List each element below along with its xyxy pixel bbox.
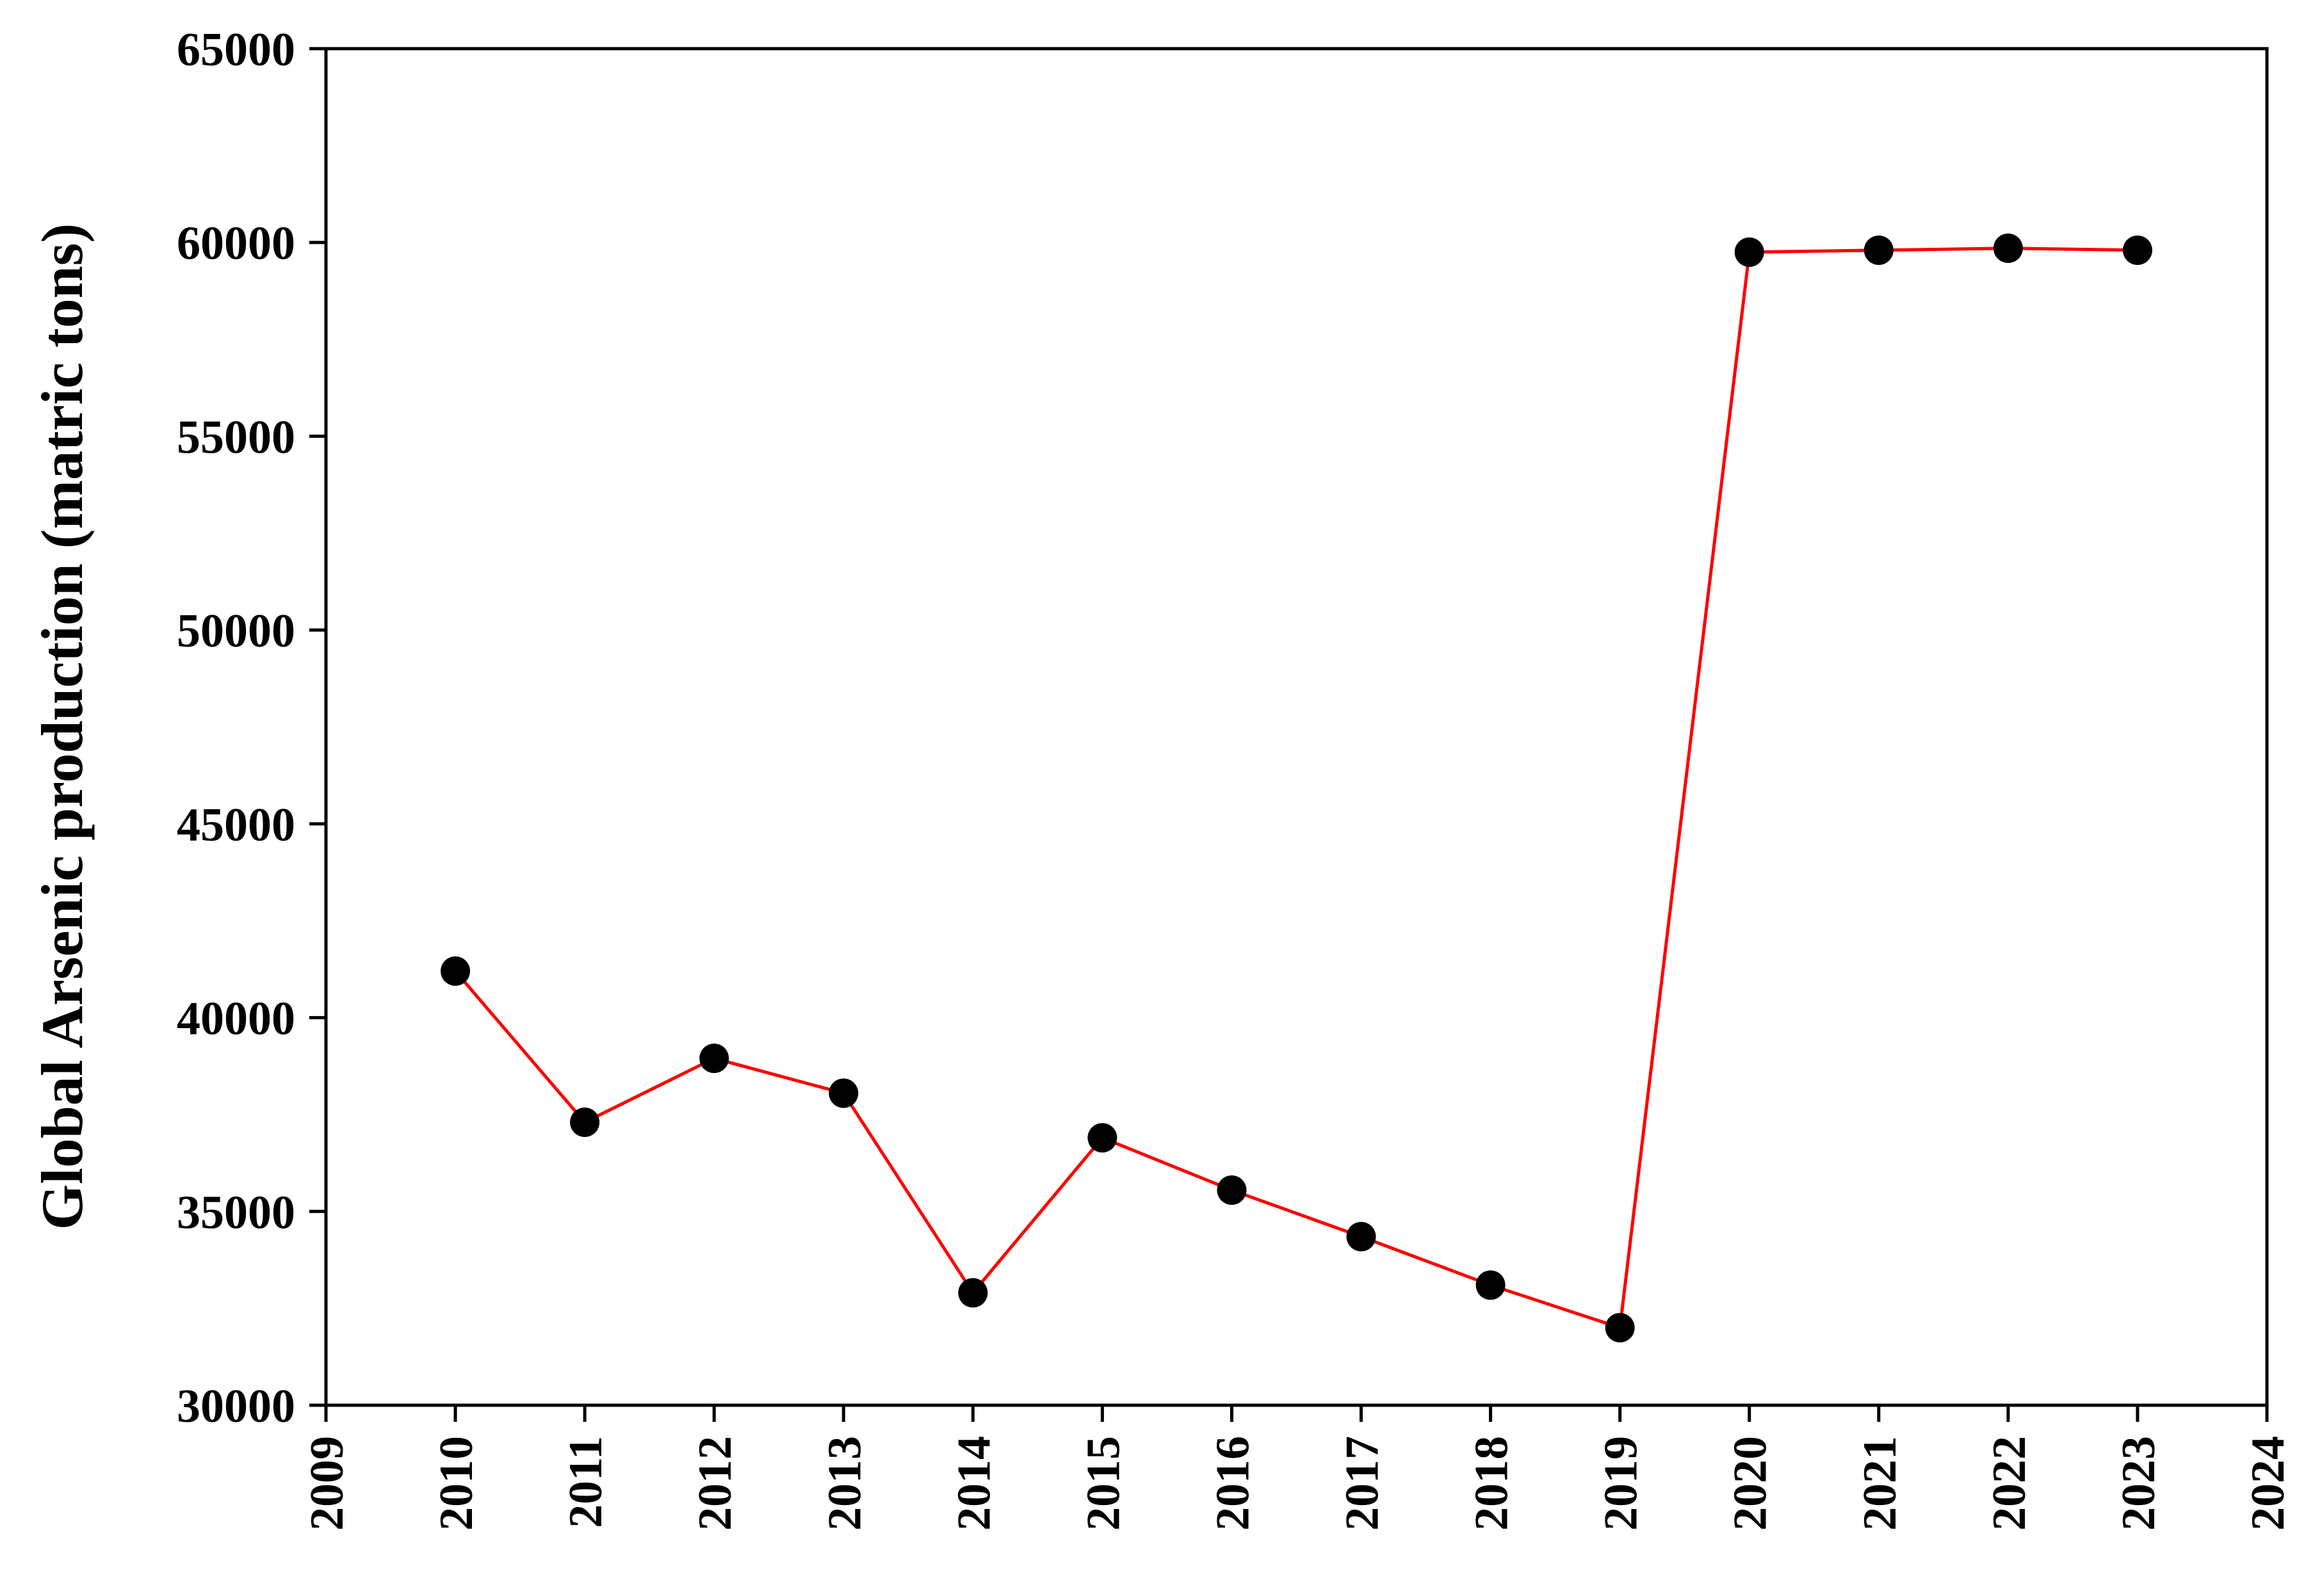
data-point (1217, 1175, 1247, 1205)
series-layer (441, 233, 2152, 1342)
data-point (958, 1278, 988, 1308)
y-axis-title: Global Arsenic production (matric tons) (29, 223, 95, 1230)
y-tick-label: 35000 (177, 1186, 295, 1239)
x-tick-label: 2014 (948, 1436, 1000, 1531)
y-tick-label: 30000 (177, 1380, 295, 1433)
data-point (829, 1078, 859, 1108)
x-tick-label: 2024 (2242, 1436, 2294, 1531)
x-tick-label: 2010 (430, 1436, 483, 1531)
data-point (1087, 1123, 1117, 1153)
x-tick-label: 2021 (1854, 1436, 1906, 1531)
y-tick-label: 55000 (177, 411, 295, 463)
y-axis: 30000 35000 40000 45000 50000 55000 60000 65000 (177, 24, 326, 1433)
x-tick-label: 2009 (301, 1436, 353, 1531)
data-point (1863, 235, 1894, 265)
data-point (699, 1044, 729, 1074)
data-point (1734, 237, 1764, 267)
data-point (1346, 1221, 1376, 1252)
data-point (441, 956, 471, 986)
x-tick-label: 2013 (818, 1436, 871, 1531)
x-tick-label: 2020 (1725, 1436, 1777, 1531)
x-axis: 2009 2010 2011 2012 2013 2014 2015 2016 2017 2018… (301, 1405, 2294, 1531)
data-point (570, 1108, 600, 1138)
x-tick-label: 2015 (1077, 1436, 1130, 1531)
x-tick-label: 2012 (689, 1436, 742, 1531)
series-line (454, 246, 2138, 1330)
data-point (1475, 1270, 1506, 1300)
data-point (2122, 235, 2152, 265)
x-tick-label: 2023 (2113, 1436, 2165, 1531)
data-point (1993, 233, 2023, 263)
x-tick-label: 2022 (1983, 1436, 2036, 1531)
x-tick-label: 2019 (1595, 1436, 1648, 1531)
plot-frame (324, 47, 2269, 1407)
x-tick-label: 2018 (1466, 1436, 1518, 1531)
x-tick-label: 2016 (1206, 1436, 1259, 1531)
y-tick-label: 45000 (177, 799, 295, 851)
x-tick-label: 2011 (560, 1436, 612, 1528)
x-tick-label: 2017 (1336, 1436, 1389, 1531)
data-point (1605, 1312, 1635, 1342)
y-tick-label: 50000 (177, 605, 295, 657)
y-tick-label: 65000 (177, 24, 295, 76)
y-tick-label: 60000 (177, 218, 295, 270)
y-tick-label: 40000 (177, 993, 295, 1045)
